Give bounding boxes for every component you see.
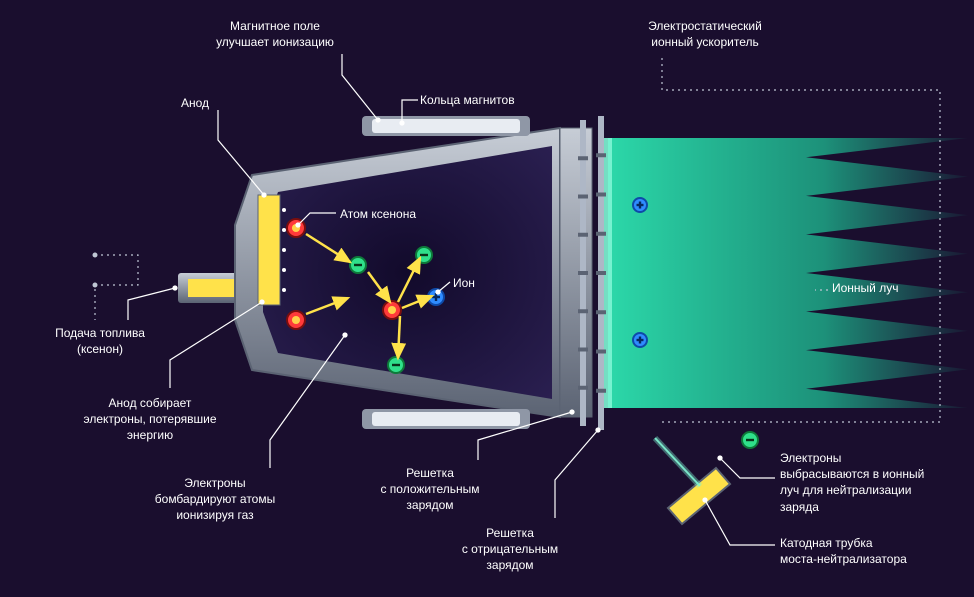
ion <box>633 198 647 212</box>
electron <box>742 432 758 448</box>
ion <box>633 333 647 347</box>
magnet-ring <box>372 119 520 133</box>
electron <box>350 257 366 273</box>
anode <box>258 195 280 305</box>
ion-thruster-diagram: { "type": "infographic", "canvas": { "w"… <box>0 0 974 597</box>
xenon-atom <box>287 219 305 237</box>
xenon-atom <box>383 301 401 319</box>
xenon-atom <box>287 311 305 329</box>
diagram-svg <box>0 0 974 597</box>
electron <box>388 357 404 373</box>
magnet-ring <box>372 412 520 426</box>
